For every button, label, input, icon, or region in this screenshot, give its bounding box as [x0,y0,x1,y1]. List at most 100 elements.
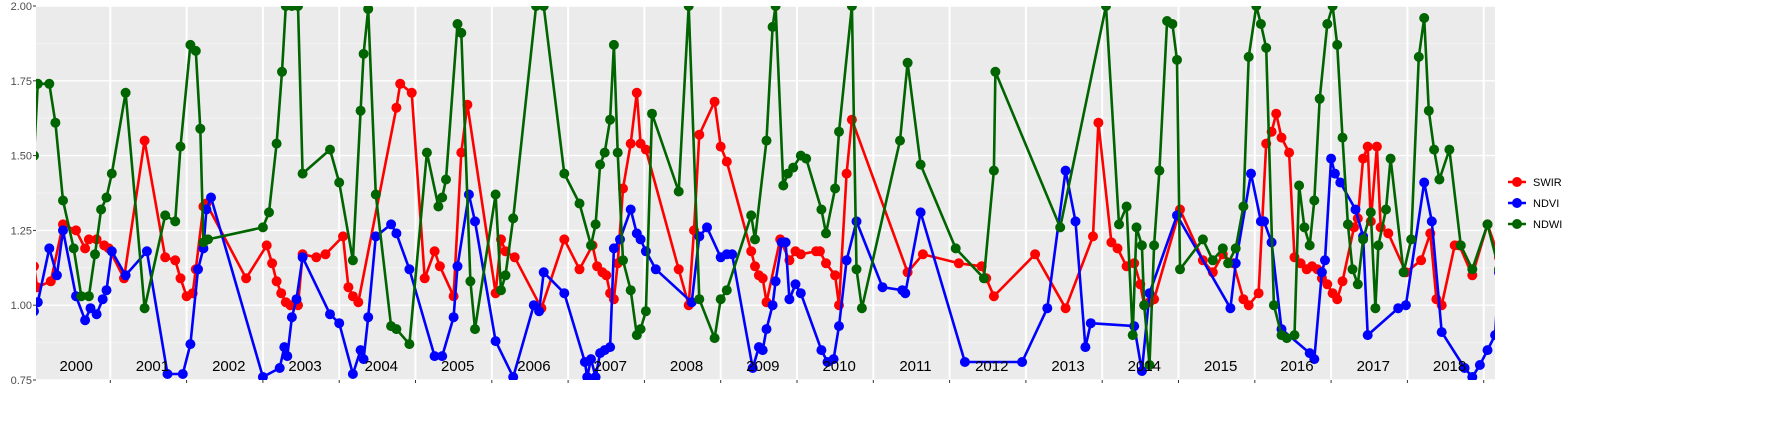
data-point-ndwi [1586,309,1596,319]
data-point-ndwi [1217,243,1228,254]
data-point-ndvi [429,351,440,362]
data-point-swir [988,291,999,302]
data-point-ndwi [1251,6,1262,11]
data-point-ndwi [101,192,112,203]
data-point-ndwi [465,276,476,287]
year-label: 2005 [441,358,474,375]
data-point-ndwi [1144,360,1155,370]
data-point-ndwi [1423,105,1434,116]
data-point-swir [1505,261,1515,271]
data-point-ndvi [1136,366,1147,376]
data-point-ndvi [538,267,549,278]
data-point-ndwi [990,66,1001,77]
data-point-ndvi [1230,258,1241,269]
data-point-ndwi [595,159,606,170]
data-point-ndvi [1335,177,1346,188]
data-point-ndwi [1197,234,1208,245]
data-point-ndvi [490,336,501,347]
data-point-ndwi [770,6,781,11]
data-point-ndvi [959,357,970,367]
data-point-ndwi [456,27,467,38]
data-point-swir [285,300,296,311]
data-point-ndvi [1017,357,1028,367]
data-point-ndwi [271,138,282,149]
data-point-ndwi [1455,240,1466,251]
data-point-ndvi [586,354,596,365]
data-point-ndwi [404,339,415,350]
data-point-ndwi [590,219,601,230]
data-point-ndvi [291,294,302,305]
data-point-ndwi [120,87,131,98]
data-point-ndwi [106,168,117,179]
data-point-ndvi [1544,369,1554,379]
data-point-ndwi [490,189,501,200]
data-point-ndvi [1246,168,1256,179]
data-point-ndwi [1121,201,1132,212]
data-point-ndvi [370,231,381,242]
data-point-ndwi [257,222,268,233]
data-point-ndvi [747,363,758,373]
data-point-ndwi [433,201,444,212]
data-point-ndwi [1207,255,1218,266]
data-point-ndwi [1337,132,1348,143]
data-point-ndvi [36,306,39,316]
data-point-ndwi [36,78,43,89]
data-point-ndvi [508,372,519,380]
data-point-swir [1295,258,1306,269]
data-point-ndwi [160,210,171,221]
data-point-swir [1528,252,1538,262]
data-point-swir [395,78,406,89]
data-point-swir [1597,285,1607,295]
data-point-ndwi [297,168,308,179]
data-point-ndwi [673,186,684,197]
data-point-ndvi [841,255,852,266]
data-point-ndwi [347,255,358,266]
data-point-ndvi [1326,153,1337,164]
data-point-ndvi [534,306,545,317]
data-point-ndvi [1070,216,1081,227]
data-point-swir [1371,141,1382,152]
data-point-swir [434,261,445,272]
data-point-ndvi [795,288,806,299]
data-point-ndwi [895,135,905,146]
data-point-ndwi [1243,51,1254,62]
data-point-ndvi [770,276,781,287]
data-point-ndvi [201,204,212,215]
data-point-ndwi [1373,240,1384,251]
data-point-ndvi [80,315,91,326]
data-point-ndwi [391,324,402,335]
data-point-swir [1494,254,1495,261]
legend-label: NDWI [1533,219,1562,231]
year-label: 2004 [365,358,398,375]
year-label: 2014 [1128,358,1161,375]
data-point-swir [448,291,459,302]
data-point-ndwi [1429,144,1440,155]
data-point-ndvi [85,303,96,314]
data-point-ndvi [915,207,926,218]
data-point-ndvi [470,216,480,227]
legend-item-ndwi: NDWI [1508,219,1562,231]
data-point-ndvi [1482,345,1493,356]
data-point-ndwi [175,141,186,152]
data-point-swir [601,270,612,281]
data-point-ndvi [559,288,570,299]
data-point-ndwi [1289,330,1300,341]
data-point-ndwi [1255,19,1266,29]
data-point-ndwi [709,333,720,344]
data-point-ndvi [1225,303,1236,314]
data-point-ndwi [834,126,844,137]
data-point-ndwi [508,213,519,224]
data-point-ndvi [58,225,68,236]
data-point-swir [1322,279,1333,290]
data-point-ndwi [264,207,274,218]
data-point-ndwi [856,303,867,314]
data-point-ndwi [452,19,463,29]
data-point-ndwi [1149,240,1160,251]
data-point-ndwi [1268,300,1279,311]
data-point-ndwi [788,162,799,173]
legend-key-point [1512,177,1522,187]
data-point-swir [1112,243,1123,254]
data-point-ndvi [757,345,768,356]
data-point-ndwi [437,192,448,203]
data-point-ndvi [1393,303,1404,314]
